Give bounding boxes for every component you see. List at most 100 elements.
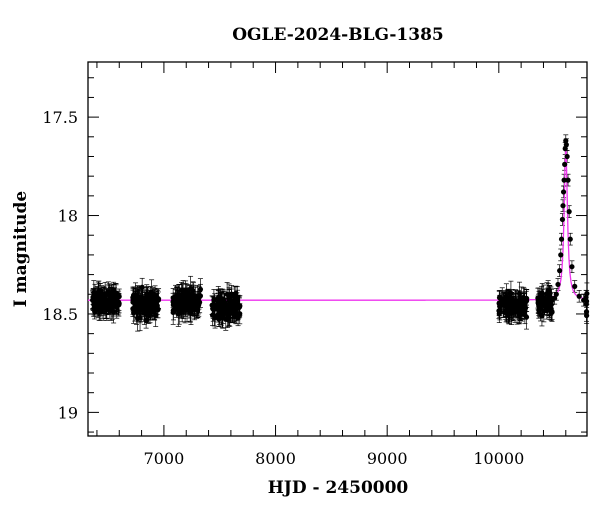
- data-point: [111, 295, 117, 301]
- data-point: [177, 301, 183, 308]
- data-point: [226, 295, 233, 301]
- data-point: [503, 293, 509, 299]
- data-point: [516, 290, 523, 297]
- data-point: [567, 236, 573, 242]
- data-point: [558, 236, 565, 242]
- data-point: [584, 312, 590, 319]
- data-point: [191, 293, 197, 299]
- data-point: [143, 317, 149, 324]
- data-point: [583, 301, 589, 307]
- data-point: [103, 298, 109, 304]
- data-point: [215, 299, 222, 305]
- data-point: [135, 315, 141, 322]
- data-point: [197, 286, 204, 292]
- x-tick-label: 8000: [255, 449, 296, 468]
- data-point: [195, 307, 201, 313]
- data-point: [560, 189, 567, 195]
- data-point: [537, 304, 543, 310]
- data-point: [539, 313, 545, 319]
- data-point: [170, 295, 176, 301]
- data-point: [565, 177, 571, 183]
- data-point: [178, 287, 185, 294]
- data-point: [210, 312, 216, 318]
- data-point: [182, 303, 189, 309]
- y-tick-label: 17.5: [42, 108, 78, 127]
- data-point: [175, 311, 181, 317]
- data-point: [220, 314, 226, 320]
- data-point: [549, 309, 555, 315]
- data-point: [555, 281, 561, 288]
- data-point: [546, 300, 552, 307]
- data-point: [186, 296, 193, 302]
- data-point: [211, 297, 217, 303]
- data-point: [182, 307, 188, 313]
- data-point: [175, 294, 182, 300]
- data-point: [583, 309, 590, 315]
- data-point: [547, 290, 553, 297]
- data-point: [557, 268, 563, 274]
- x-axis-label: HJD - 2450000: [268, 478, 409, 498]
- data-point: [572, 283, 578, 289]
- data-point: [231, 293, 238, 299]
- data-point: [521, 301, 528, 307]
- data-point: [581, 297, 587, 303]
- data-point: [552, 295, 558, 301]
- data-point: [116, 302, 122, 308]
- data-point: [230, 302, 237, 308]
- data-point: [172, 299, 178, 305]
- data-point: [498, 301, 505, 307]
- data-point: [503, 308, 509, 314]
- data-point: [91, 299, 97, 305]
- data-point: [513, 298, 519, 304]
- data-point: [113, 290, 119, 296]
- data-point: [564, 153, 570, 160]
- data-point: [563, 138, 569, 144]
- data-point: [560, 203, 566, 209]
- x-tick-label: 10000: [473, 449, 524, 468]
- data-point: [141, 310, 147, 316]
- data-point: [97, 297, 103, 303]
- data-point: [225, 314, 232, 320]
- data-point: [170, 307, 177, 313]
- data-point: [188, 309, 194, 316]
- data-point: [210, 305, 216, 311]
- data-point: [562, 146, 568, 152]
- data-point: [233, 314, 239, 320]
- data-point: [195, 303, 201, 309]
- data-point: [544, 307, 550, 313]
- x-tick-labels: 7000 8000 9000 10000: [144, 449, 525, 468]
- data-point: [523, 314, 530, 320]
- data-point: [180, 297, 186, 303]
- y-tick-label: 18: [58, 207, 78, 226]
- data-point: [144, 291, 150, 297]
- data-points: [90, 138, 590, 324]
- chart-title: OGLE-2024-BLG-1385: [232, 25, 444, 45]
- data-point: [149, 289, 155, 296]
- data-point: [182, 287, 189, 293]
- data-point: [518, 301, 524, 307]
- model-curve: [88, 144, 588, 301]
- axis-ticks: [88, 62, 587, 436]
- data-point: [237, 303, 243, 309]
- y-axis-label: I magnitude: [11, 191, 31, 308]
- data-point: [136, 297, 142, 303]
- data-point: [569, 264, 575, 270]
- data-point: [151, 308, 158, 314]
- data-point: [543, 296, 549, 302]
- x-tick-label: 7000: [144, 449, 185, 468]
- data-point: [562, 161, 568, 167]
- data-point: [510, 305, 517, 312]
- data-point: [553, 291, 559, 297]
- y-tick-label: 19: [58, 403, 78, 422]
- data-point: [139, 284, 145, 290]
- data-point: [558, 252, 564, 258]
- data-point: [105, 290, 111, 296]
- x-tick-label: 9000: [367, 449, 408, 468]
- plot-frame: [87, 61, 588, 437]
- data-point: [137, 302, 143, 308]
- data-point: [566, 209, 572, 215]
- data-point: [91, 305, 97, 311]
- data-point: [538, 293, 545, 299]
- data-point: [107, 307, 113, 313]
